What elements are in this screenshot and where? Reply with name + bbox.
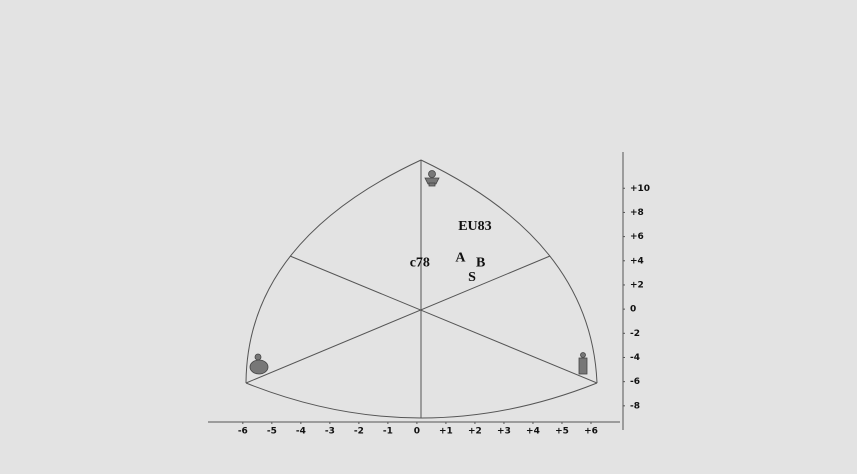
y-tick-label: +8 xyxy=(630,208,644,218)
median xyxy=(289,255,598,384)
y-tick-label: 0 xyxy=(630,305,636,315)
y-tick-label: -6 xyxy=(630,377,640,387)
x-tick-label: +6 xyxy=(584,427,598,437)
x-tick-label: +3 xyxy=(497,427,511,437)
left-icon xyxy=(249,353,269,375)
point-label: c78 xyxy=(410,255,430,270)
icons xyxy=(249,170,588,375)
x-tick-label: +1 xyxy=(439,427,453,437)
y-tick-label: -4 xyxy=(630,353,640,363)
top-icon xyxy=(424,170,440,187)
x-tick-label: 0 xyxy=(414,427,420,437)
point-label: EU83 xyxy=(458,219,491,234)
y-tick-label: +10 xyxy=(630,184,650,194)
x-tick-label: -4 xyxy=(296,427,306,437)
y-tick-label: +4 xyxy=(630,256,644,266)
x-tick-label: -6 xyxy=(238,427,248,437)
x-tick-label: +2 xyxy=(468,427,482,437)
y-tick-label: -2 xyxy=(630,329,640,339)
median xyxy=(245,255,551,384)
x-tick-label: -1 xyxy=(383,427,393,437)
point-label: B xyxy=(476,255,485,270)
y-tick-label: +6 xyxy=(630,232,644,242)
right-icon xyxy=(578,352,588,375)
x-tick-label: -5 xyxy=(267,427,277,437)
y-tick-label: +2 xyxy=(630,280,644,290)
point-label: S xyxy=(468,270,476,285)
triangle xyxy=(245,159,598,419)
x-tick-label: +5 xyxy=(555,427,569,437)
point-label: A xyxy=(455,251,466,266)
y-tick-label: -8 xyxy=(630,401,640,411)
x-tick-label: +4 xyxy=(526,427,540,437)
x-tick-label: -3 xyxy=(325,427,335,437)
x-tick-label: -2 xyxy=(354,427,364,437)
